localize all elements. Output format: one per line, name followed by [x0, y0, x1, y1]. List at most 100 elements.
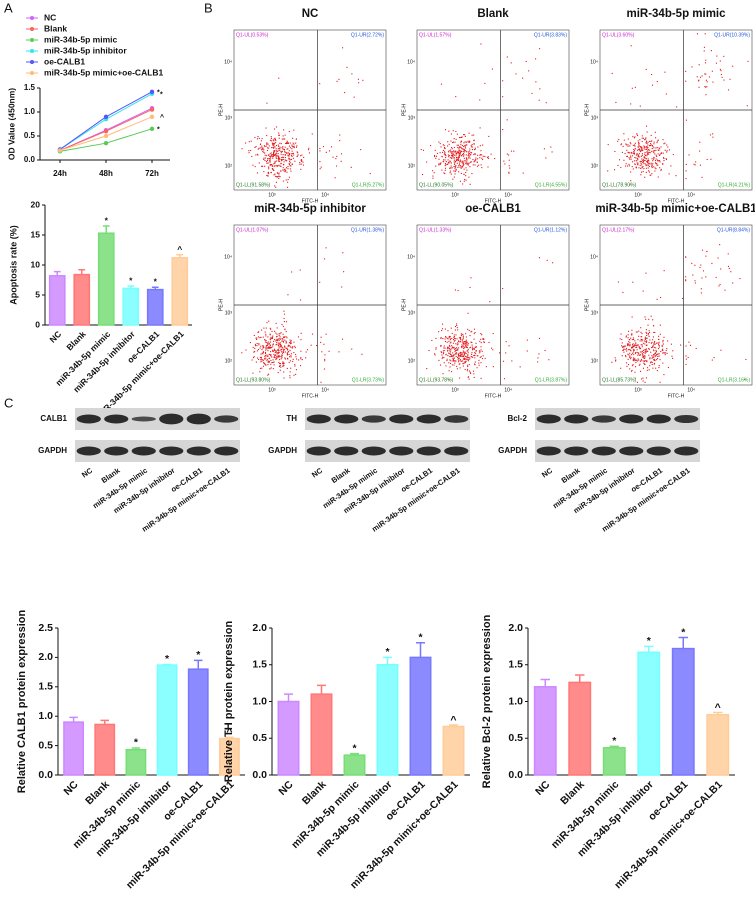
event-dot	[275, 155, 277, 157]
significance: *	[681, 626, 686, 638]
event-dot	[452, 156, 454, 158]
event-dot	[454, 360, 456, 362]
event-dot	[447, 346, 449, 348]
event-dot	[641, 339, 643, 341]
event-dot	[324, 358, 326, 360]
event-dot	[705, 79, 707, 81]
event-dot	[456, 353, 458, 355]
event-dot	[277, 155, 279, 157]
event-dot	[267, 364, 269, 366]
event-dot	[636, 360, 638, 362]
event-dot	[276, 160, 278, 162]
event-dot	[275, 140, 277, 142]
event-dot	[273, 128, 276, 130]
event-dot	[261, 367, 263, 369]
event-dot	[639, 139, 641, 141]
event-dot	[628, 157, 630, 159]
event-dot	[660, 350, 662, 353]
event-dot	[445, 365, 447, 367]
event-dot	[286, 141, 288, 143]
event-dot	[278, 145, 280, 147]
event-dot	[645, 341, 647, 343]
event-dot	[261, 147, 263, 149]
event-dot	[451, 371, 453, 373]
event-dot	[271, 165, 273, 167]
event-dot	[658, 338, 660, 341]
event-dot	[467, 352, 469, 354]
event-dot	[450, 162, 452, 164]
event-dot	[255, 361, 257, 363]
event-dot	[630, 180, 632, 182]
event-dot	[319, 150, 321, 152]
y-axis-label: Relative CALB1 protein expression	[16, 610, 28, 794]
event-dot	[650, 361, 652, 363]
event-dot	[266, 342, 268, 344]
event-dot	[646, 131, 648, 133]
event-dot	[465, 179, 467, 181]
event-dot	[652, 150, 654, 152]
event-dot	[277, 144, 279, 146]
event-dot	[630, 337, 632, 339]
event-dot	[269, 164, 271, 166]
event-dot	[655, 147, 657, 149]
event-dot	[645, 329, 647, 331]
event-dot	[454, 289, 457, 291]
event-dot	[449, 366, 451, 368]
event-dot	[449, 339, 451, 341]
event-dot	[716, 55, 718, 57]
event-dot	[265, 347, 267, 349]
event-dot	[475, 346, 477, 349]
event-dot	[291, 153, 293, 155]
event-dot	[275, 156, 277, 158]
event-dot	[252, 372, 254, 374]
event-dot	[250, 149, 252, 152]
event-dot	[285, 340, 287, 342]
event-dot	[455, 343, 457, 345]
event-dot	[505, 341, 507, 343]
event-dot	[658, 365, 660, 367]
event-dot	[629, 158, 631, 160]
event-dot	[281, 156, 283, 159]
event-dot	[657, 164, 659, 166]
event-dot	[480, 338, 482, 340]
event-dot	[660, 169, 662, 171]
event-dot	[290, 341, 292, 343]
event-dot	[256, 138, 259, 140]
event-dot	[470, 356, 472, 358]
event-dot	[259, 371, 261, 373]
event-dot	[275, 175, 277, 177]
event-dot	[458, 360, 460, 362]
event-dot	[275, 148, 277, 150]
event-dot	[625, 347, 628, 349]
event-dot	[471, 344, 473, 346]
event-dot	[639, 340, 641, 342]
event-dot	[704, 73, 706, 75]
event-dot	[275, 357, 277, 359]
event-dot	[286, 353, 288, 355]
event-dot	[274, 154, 276, 156]
event-dot	[638, 156, 640, 158]
event-dot	[282, 148, 284, 150]
event-dot	[462, 160, 464, 162]
event-dot	[324, 258, 326, 260]
event-dot	[462, 360, 464, 362]
event-dot	[653, 354, 655, 356]
event-dot	[269, 160, 271, 162]
event-dot	[277, 148, 279, 150]
blot-band	[306, 414, 331, 424]
event-dot	[467, 364, 469, 366]
event-dot	[448, 379, 450, 381]
blot-band	[334, 446, 359, 456]
event-dot	[481, 157, 483, 159]
event-dot	[479, 351, 481, 353]
event-dot	[291, 347, 293, 349]
event-dot	[271, 362, 273, 364]
event-dot	[634, 358, 636, 360]
event-dot	[453, 150, 455, 152]
event-dot	[447, 141, 449, 143]
event-dot	[656, 140, 658, 142]
event-dot	[453, 166, 455, 168]
event-dot	[465, 163, 467, 165]
event-dot	[279, 336, 281, 338]
event-dot	[550, 146, 552, 148]
